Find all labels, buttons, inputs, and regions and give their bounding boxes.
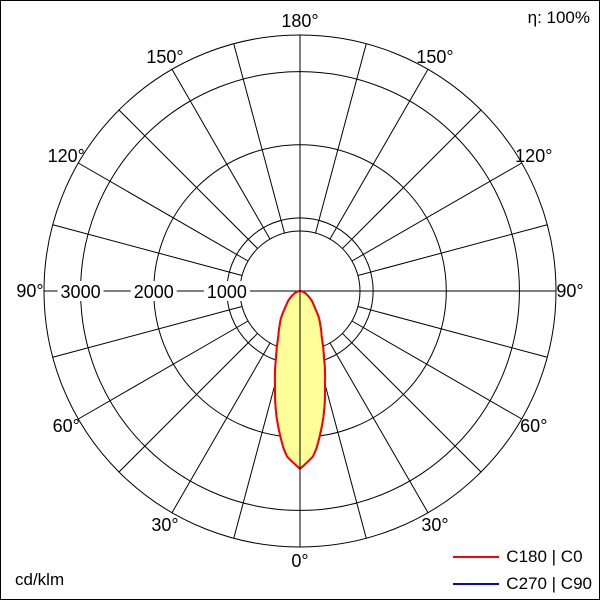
legend-line-1 bbox=[453, 583, 500, 585]
legend: C180 | C0 C270 | C90 bbox=[453, 547, 592, 594]
grid-spoke bbox=[315, 43, 367, 234]
angle-label: 180° bbox=[281, 11, 318, 31]
legend-label-c90: C270 | C90 bbox=[506, 574, 592, 593]
angle-label: 60° bbox=[53, 416, 80, 436]
grid-spoke bbox=[171, 342, 271, 513]
legend-label-c0: C180 | C0 bbox=[506, 547, 583, 566]
grid-spoke bbox=[329, 69, 429, 240]
angle-label: 30° bbox=[421, 515, 448, 535]
angle-label: 150° bbox=[146, 47, 183, 67]
radial-tick-label: 3000 bbox=[61, 282, 101, 302]
legend-line-0 bbox=[453, 556, 500, 558]
legend-item-c90: C270 | C90 bbox=[453, 574, 592, 594]
angle-label: 150° bbox=[416, 47, 453, 67]
angle-label: 0° bbox=[291, 551, 308, 571]
angle-label: 30° bbox=[151, 515, 178, 535]
grid-spoke bbox=[52, 224, 243, 276]
angle-label: 60° bbox=[520, 416, 547, 436]
grid-spoke bbox=[233, 43, 285, 234]
grid-spoke bbox=[118, 109, 258, 249]
grid-spoke bbox=[351, 320, 522, 420]
grid-spoke bbox=[52, 306, 243, 358]
radial-tick-label-bg bbox=[57, 281, 104, 301]
angle-label: 120° bbox=[48, 146, 85, 166]
grid-spoke bbox=[342, 109, 482, 249]
angle-label: 120° bbox=[515, 146, 552, 166]
radial-tick-label-bg bbox=[203, 281, 250, 301]
grid-spoke bbox=[342, 333, 482, 473]
legend-item-c0: C180 | C0 bbox=[453, 547, 592, 567]
grid-spoke bbox=[78, 162, 249, 262]
unit-label: cd/klm bbox=[15, 570, 65, 589]
radial-tick-label-bg bbox=[130, 281, 177, 301]
angle-label: 90° bbox=[556, 281, 583, 301]
grid-spoke bbox=[171, 69, 271, 240]
grid-spoke bbox=[78, 320, 249, 420]
grid-spoke bbox=[118, 333, 258, 473]
angle-label: 90° bbox=[16, 281, 43, 301]
grid-spoke bbox=[329, 342, 429, 513]
grid-spoke bbox=[357, 306, 548, 358]
efficiency-label: η: 100% bbox=[527, 8, 590, 27]
radial-tick-label: 1000 bbox=[207, 282, 247, 302]
grid-spoke bbox=[351, 162, 522, 262]
radial-tick-label: 2000 bbox=[134, 282, 174, 302]
grid-spoke bbox=[357, 224, 548, 276]
